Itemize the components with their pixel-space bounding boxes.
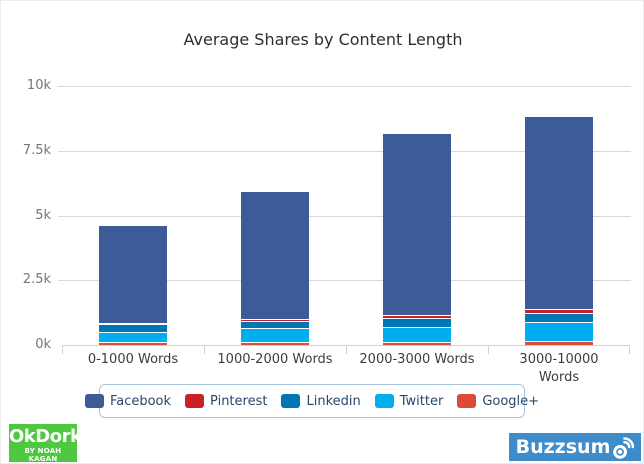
- category-label: 1000-2000 Words: [217, 352, 333, 367]
- okdork-tagline: BY NOAH KAGAN: [24, 447, 62, 463]
- bar-segment-pinterest[interactable]: [99, 322, 167, 325]
- legend-label: Google+: [482, 393, 540, 409]
- y-axis-tick-label: 5k: [35, 207, 51, 223]
- legend-item-pinterest[interactable]: Pinterest: [185, 394, 267, 409]
- stacked-bar-1000-2000-words: [241, 86, 309, 345]
- bar-segment-facebook[interactable]: [383, 132, 451, 316]
- x-axis-tick: [62, 346, 63, 354]
- legend-label: Linkedin: [306, 393, 361, 409]
- chart-title: Average Shares by Content Length: [183, 30, 463, 49]
- bar-segment-pinterest[interactable]: [383, 315, 451, 318]
- okdork-logo[interactable]: OkDork BY NOAH KAGAN: [9, 424, 82, 463]
- x-axis-tick: [488, 346, 489, 354]
- okdork-wordmark: OkDork: [9, 426, 82, 447]
- facebook-swatch: [84, 394, 104, 408]
- bar-segment-pinterest[interactable]: [241, 319, 309, 322]
- gridline: [58, 215, 631, 217]
- gridline: [58, 280, 631, 282]
- bar-segment-google[interactable]: [241, 341, 309, 345]
- buzzsumo-wordmark: Buzzsum: [515, 436, 611, 458]
- bar-segment-twitter[interactable]: [525, 321, 593, 341]
- bar-segment-facebook[interactable]: [99, 225, 167, 323]
- legend-item-twitter[interactable]: Twitter: [374, 393, 444, 409]
- x-axis-tick: [346, 346, 347, 354]
- stacked-bar-3000-10000-words: [525, 86, 593, 345]
- pinterest-swatch: [185, 394, 205, 408]
- buzzsumo-logo[interactable]: Buzzsum: [509, 433, 641, 461]
- bar-segment-linkedin[interactable]: [383, 317, 451, 327]
- bar-segment-google[interactable]: [99, 342, 167, 345]
- bar-segment-google[interactable]: [383, 341, 451, 345]
- y-axis-tick-label: 10k: [26, 78, 51, 93]
- stacked-bar-0-1000-words: [99, 86, 167, 345]
- y-axis-tick-label: 2.5k: [22, 272, 51, 288]
- bar-segment-facebook[interactable]: [241, 191, 309, 320]
- bar-segment-twitter[interactable]: [99, 331, 167, 343]
- twitter-swatch: [374, 394, 394, 408]
- gridline: [58, 86, 631, 87]
- category-label: 3000-10000 Words: [519, 352, 599, 385]
- legend: Facebook Pinterest Linkedin Twitter Google+: [84, 384, 539, 418]
- legend-label: Facebook: [109, 393, 172, 409]
- bar-segment-twitter[interactable]: [241, 328, 309, 342]
- y-axis-tick-label: 0k: [35, 337, 51, 352]
- stacked-bar-2000-3000-words: [383, 86, 451, 345]
- bar-segment-facebook[interactable]: [525, 115, 593, 309]
- x-axis-labels: 0-1000 Words 1000-2000 Words 2000-3000 Wor…: [62, 351, 630, 391]
- google-swatch: [457, 394, 477, 408]
- gridline: [58, 150, 631, 152]
- bar-segment-twitter[interactable]: [383, 326, 451, 342]
- legend-item-google[interactable]: Google+: [457, 394, 539, 409]
- bar-segment-google[interactable]: [525, 341, 593, 345]
- plot-area: [58, 86, 631, 354]
- x-axis-tick: [204, 346, 205, 354]
- x-axis-tick: [629, 346, 630, 354]
- bar-segment-linkedin[interactable]: [99, 324, 167, 332]
- y-axis-labels: 0k 2.5k 5k 7.5k 10k: [1, 78, 51, 352]
- bar-segment-linkedin[interactable]: [525, 312, 593, 322]
- legend-label: Twitter: [399, 393, 444, 409]
- linkedin-swatch: [281, 394, 301, 408]
- legend-label: Pinterest: [210, 393, 268, 409]
- category-label: 2000-3000 Words: [359, 352, 475, 367]
- bar-segment-linkedin[interactable]: [241, 321, 309, 329]
- sonar-o-icon: [613, 436, 635, 459]
- legend-item-facebook[interactable]: Facebook: [84, 393, 172, 409]
- bar-segment-pinterest[interactable]: [525, 308, 593, 313]
- category-label: 0-1000 Words: [87, 352, 179, 367]
- y-axis-tick-label: 7.5k: [22, 142, 51, 158]
- legend-item-linkedin[interactable]: Linkedin: [281, 393, 361, 409]
